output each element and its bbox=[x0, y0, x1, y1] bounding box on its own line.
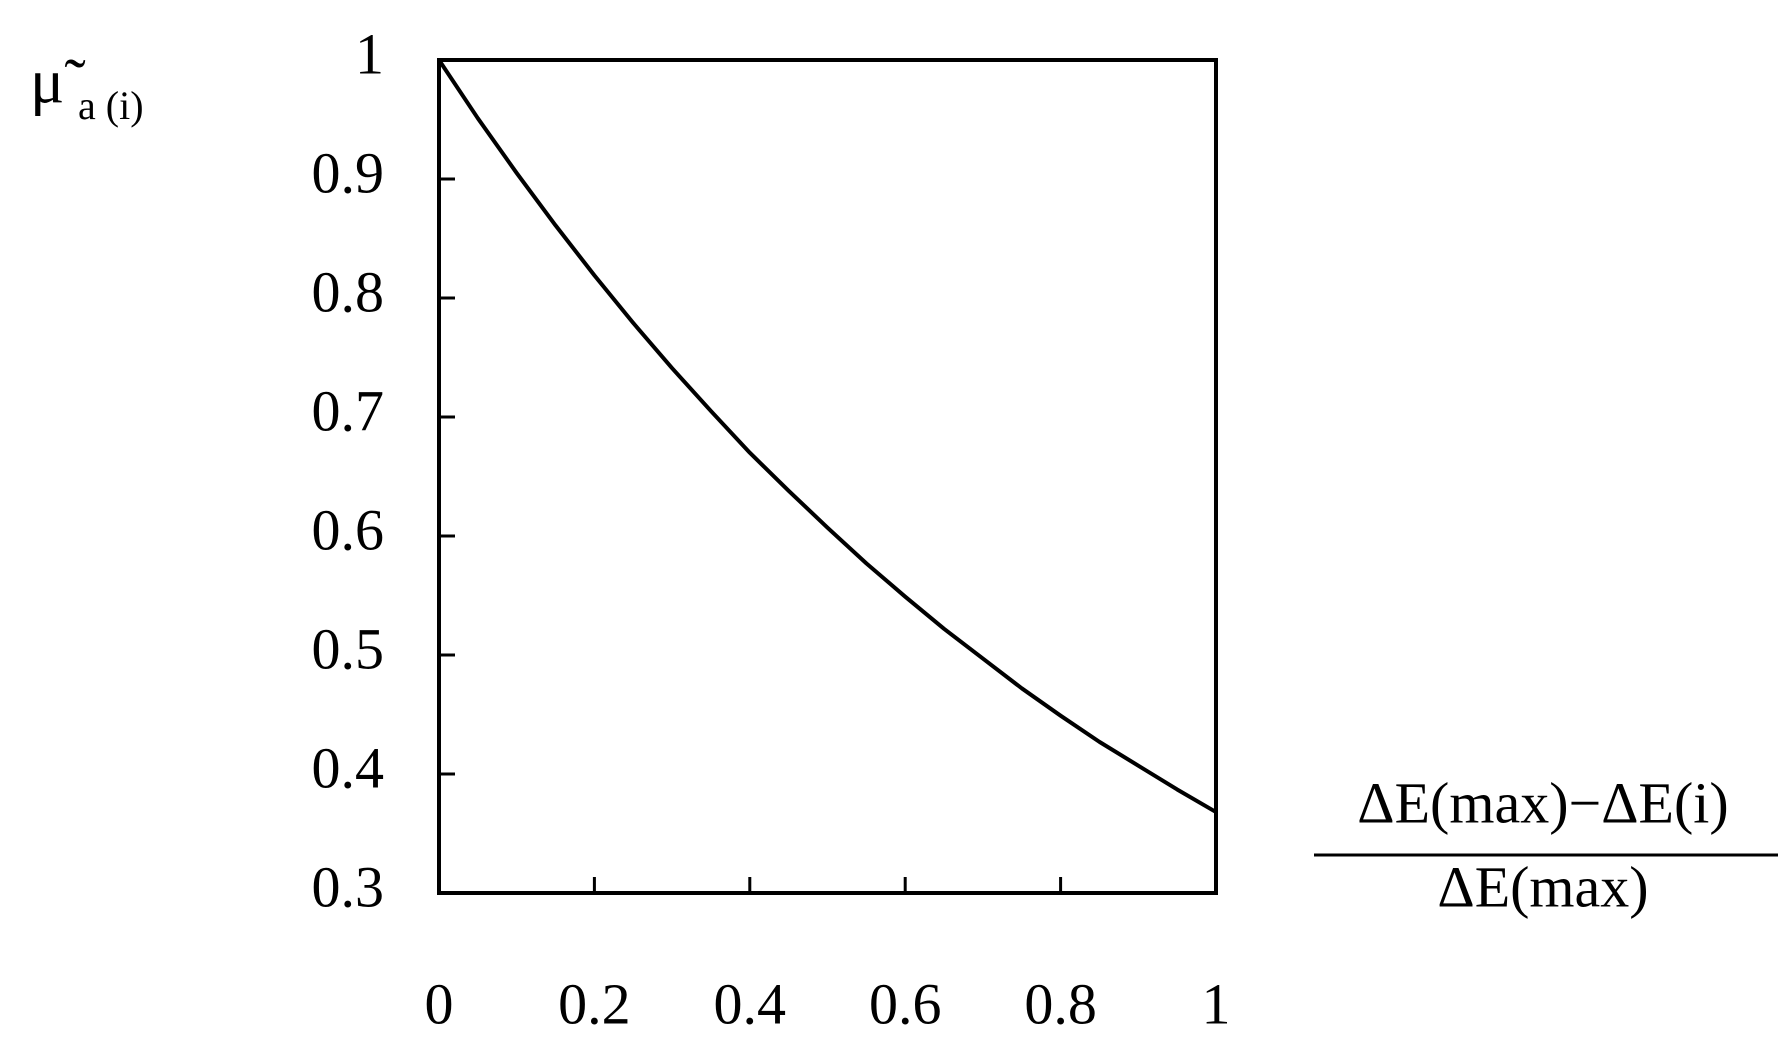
x-axis-label-denominator: ΔE(max) bbox=[1437, 854, 1648, 919]
x-tick-label: 0.6 bbox=[869, 971, 942, 1036]
data-line bbox=[437, 58, 1218, 814]
x-tick-label: 0.2 bbox=[558, 971, 631, 1036]
y-tick-label: 0.3 bbox=[312, 854, 385, 919]
x-tick-label: 0.8 bbox=[1024, 971, 1097, 1036]
y-tick-label: 0.9 bbox=[312, 140, 385, 205]
y-tick-label: 0.4 bbox=[312, 735, 385, 800]
plot-frame bbox=[437, 58, 1218, 895]
y-axis-label-subscript: a (i) bbox=[78, 83, 144, 128]
y-tick-label: 0.5 bbox=[312, 616, 385, 681]
x-tick-label: 0.4 bbox=[714, 971, 787, 1036]
x-axis-label-numerator: ΔE(max)−ΔE(i) bbox=[1357, 770, 1728, 835]
y-tick-label: 0.7 bbox=[312, 378, 385, 443]
y-tick-label: 1 bbox=[355, 21, 384, 86]
x-tick-label: 1 bbox=[1202, 971, 1231, 1036]
y-tick-label: 0.6 bbox=[312, 497, 385, 562]
x-tick-label: 0 bbox=[425, 971, 454, 1036]
y-tick-label: 0.8 bbox=[312, 259, 385, 324]
